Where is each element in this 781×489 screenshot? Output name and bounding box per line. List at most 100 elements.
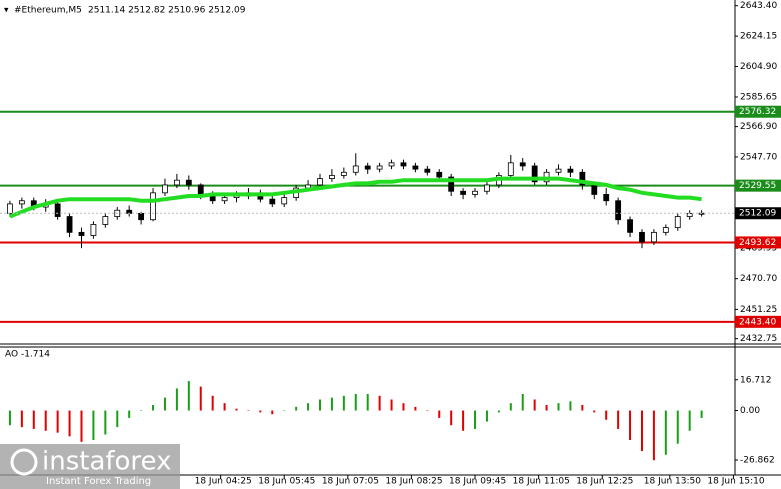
ao-bar [104, 410, 107, 435]
ao-bar [259, 410, 262, 413]
candle-body [615, 200, 622, 221]
symbol-arrow: ▾ [4, 6, 9, 16]
candle-body [591, 184, 598, 195]
ao-bar [617, 410, 620, 429]
ao-bar [342, 395, 345, 411]
ao-bar [187, 381, 190, 411]
candle-body [66, 216, 73, 233]
y-tick-label: 2489.95 [740, 244, 777, 254]
ao-bar [533, 399, 536, 411]
x-tick-label: 18 Jun 05:45 [258, 477, 315, 487]
ao-bar [629, 410, 632, 441]
candle-body [102, 216, 109, 225]
ao-bar [223, 403, 226, 411]
ao-bar [128, 410, 131, 418]
ao-bar [140, 410, 143, 412]
candle-body [567, 168, 574, 173]
ao-bar [32, 410, 35, 429]
ao-bar [593, 410, 596, 413]
ao-bar [640, 410, 643, 452]
ao-bar [318, 399, 321, 411]
ao-bar [569, 401, 572, 411]
candle-body [448, 176, 455, 192]
y-tick-label: 0.00 [740, 406, 760, 416]
ao-bar [545, 405, 548, 411]
candle-body [281, 197, 288, 205]
ao-bar [44, 410, 47, 431]
candle-body [54, 203, 61, 217]
candle-body [507, 162, 514, 176]
candle-body [150, 192, 156, 221]
candle-body [352, 165, 359, 173]
candle-body [603, 194, 610, 202]
candle-body [388, 162, 395, 167]
candle-body [221, 197, 228, 202]
candle-body [555, 168, 562, 173]
ao-bar [199, 386, 202, 411]
ao-bar [68, 410, 71, 437]
symbol: #Ethereum,M5 [14, 6, 82, 16]
x-tick-label: 18 Jun 13:50 [644, 477, 701, 487]
logo: instaforex Instant Forex Trading [0, 444, 180, 489]
candle-body [472, 190, 478, 195]
candle-body [90, 224, 97, 236]
ao-bar [307, 403, 310, 411]
ao-bar [414, 406, 417, 411]
x-tick-label: 18 Jun 12:25 [576, 477, 633, 487]
candle-body [18, 200, 25, 205]
ao-bar [163, 397, 166, 411]
ao-bar [8, 410, 11, 426]
y-tick-label: 2643.40 [740, 1, 777, 11]
level-label-box [735, 236, 781, 249]
y-tick-label: 2624.15 [740, 32, 777, 42]
level-label-box [735, 315, 781, 328]
ao-bar [426, 410, 429, 412]
y-tick-label: 16.712 [740, 375, 772, 385]
candle-body [639, 231, 645, 243]
header-ohlc: 2511.14 2512.82 2510.96 2512.09 [88, 6, 246, 16]
candle-body [329, 175, 335, 180]
ao-bar [56, 410, 59, 433]
current-price-box [735, 207, 781, 220]
candle-body [185, 179, 192, 186]
y-tick-label: 2585.65 [740, 92, 777, 102]
candle-body [173, 179, 180, 186]
y-tick-label: -26.862 [740, 456, 775, 466]
ao-bar [581, 405, 584, 411]
ao-bar [92, 410, 95, 441]
ao-bar [509, 403, 512, 411]
candle-body [78, 231, 85, 236]
ao-bar [497, 410, 500, 413]
level-label-box [735, 179, 781, 192]
ao-bar [116, 410, 119, 428]
candle-body [627, 219, 633, 233]
candle-body [138, 212, 145, 221]
candle-body [340, 171, 347, 176]
candle-body [376, 165, 383, 170]
candle-body [400, 162, 407, 167]
ao-bar [664, 410, 667, 455]
candle-body [662, 227, 669, 233]
y-tick-label: 2604.90 [740, 62, 777, 72]
y-tick-label: 2432.75 [740, 334, 777, 344]
candle-body [674, 216, 681, 229]
candle-body [412, 165, 419, 170]
candle-body [579, 171, 586, 186]
x-tick-label: 18 Jun 09:45 [449, 477, 506, 487]
ao-bar [450, 410, 453, 426]
ao-bar [247, 410, 250, 412]
y-tick-label: 2566.90 [740, 122, 777, 132]
moving-average [9, 176, 702, 219]
ao-bar [676, 410, 679, 444]
candle-body [424, 168, 431, 173]
ao-bar [271, 410, 274, 415]
y-tick-label: 2470.70 [740, 274, 777, 284]
x-tick-label: 18 Jun 04:25 [195, 477, 252, 487]
current-price-label: 2512.09 [739, 209, 776, 219]
indicator-title: AO -1.714 [5, 350, 50, 360]
ao-bar [366, 393, 369, 411]
candle-body [317, 178, 323, 186]
